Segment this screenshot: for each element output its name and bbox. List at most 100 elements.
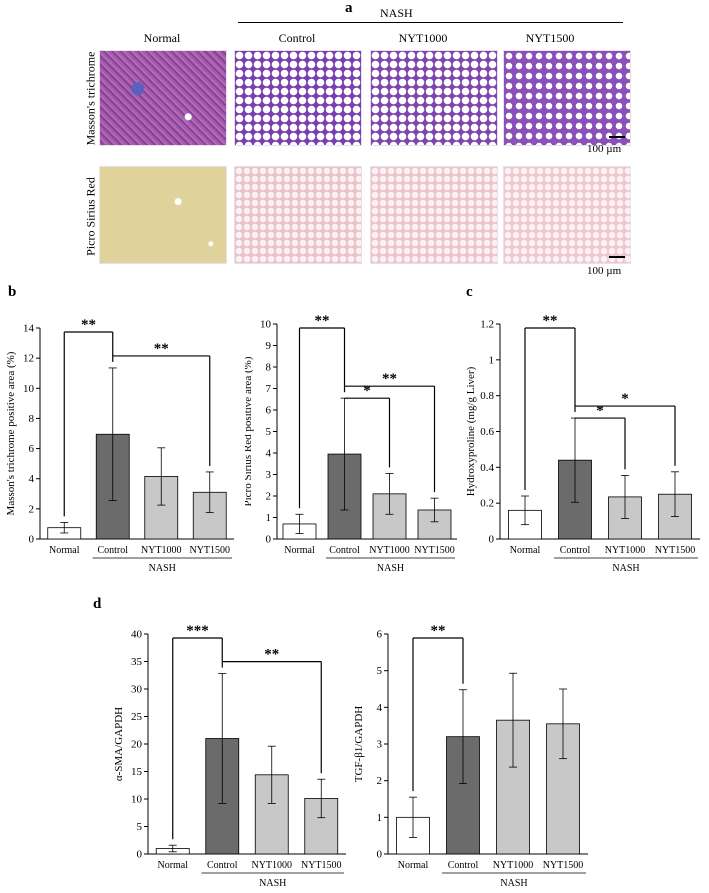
masson-category-label-3: NYT1500: [189, 545, 230, 556]
hydroxyproline-category-label-0: Normal: [510, 545, 541, 556]
asma-ytick-label-3: 15: [131, 766, 143, 778]
sirius-ytick-label-7: 7: [266, 383, 272, 395]
nash-group-header: NASH: [380, 6, 413, 20]
hydroxyproline-ytick-label-2: 0.4: [480, 462, 494, 474]
masson-normal-image: [99, 50, 227, 146]
sirius-sig-label-0: **: [315, 313, 330, 329]
masson-scale-label: 100 µm: [587, 143, 622, 155]
sirius-ytick-label-0: 0: [266, 534, 272, 546]
asma-category-label-3: NYT1500: [301, 860, 342, 871]
sirius-scale-label: 100 µm: [587, 265, 622, 277]
masson-control-image: [234, 50, 362, 146]
asma-ylabel: α-SMA/GAPDH: [113, 707, 125, 781]
histology-panel: NASH Normal Control NYT1000 NYT1500 Mass…: [0, 0, 709, 282]
masson-ytick-label-2: 4: [29, 473, 35, 485]
asma-ytick-label-5: 25: [131, 711, 143, 723]
sirius-ytick-label-8: 8: [266, 362, 272, 374]
hydroxyproline-sig-label-1: *: [596, 403, 604, 419]
tgfb1-ytick-label-3: 3: [377, 739, 383, 751]
asma-category-label-2: NYT1000: [251, 860, 292, 871]
sirius-ytick-label-9: 9: [266, 340, 272, 352]
asma-ytick-label-0: 0: [137, 849, 143, 861]
asma-ytick-label-8: 40: [131, 629, 143, 641]
asma-category-label-0: Normal: [157, 860, 188, 871]
nash-header-line: [238, 22, 623, 23]
sirius-ytick-label-3: 3: [266, 469, 272, 481]
sirius-sig-label-1: *: [363, 383, 371, 399]
asma-ytick-label-1: 5: [137, 821, 143, 833]
asma-category-label-1: Control: [207, 860, 238, 871]
sirius-nyt1500-image: [503, 166, 631, 264]
hydroxyproline-category-label-2: NYT1000: [605, 545, 646, 556]
tgfb1-ytick-label-0: 0: [377, 849, 383, 861]
masson-ytick-label-1: 2: [29, 503, 35, 515]
panel-letter-b: b: [8, 284, 17, 300]
masson-ylabel: Masson's trichrome positive area (%): [5, 351, 17, 515]
sirius-ylabel: Picro Sirius Red positive area (%): [245, 356, 254, 506]
hydroxyproline-category-label-3: NYT1500: [655, 545, 696, 556]
sirius-category-label-3: NYT1500: [414, 545, 455, 556]
masson-ytick-label-4: 8: [29, 413, 35, 425]
tgfb1-category-label-3: NYT1500: [543, 860, 584, 871]
sirius-nyt1000-image: [370, 166, 498, 264]
hydroxyproline-chart: 0 0.2 0.4 0.6 0.8 1 1.2 Hydroxyproline (mg/g Li…: [466, 313, 700, 574]
tgfb1-ytick-label-2: 2: [377, 775, 383, 787]
sirius-ytick-label-5: 5: [266, 426, 272, 438]
column-label-nyt1000: NYT1000: [398, 31, 448, 45]
tgfb1-ytick-label-1: 1: [377, 812, 383, 824]
hydroxyproline-ytick-label-6: 1.2: [480, 319, 494, 331]
hydroxyproline-ytick-label-3: 0.6: [480, 426, 494, 438]
row-label-sirius: Picro Sirius Red: [83, 177, 98, 256]
masson-scale-bar: [609, 136, 625, 138]
masson-category-label-0: Normal: [49, 545, 80, 556]
tgfb1-group-label: NASH: [500, 878, 527, 889]
hydroxyproline-category-label-1: Control: [560, 545, 591, 556]
row-label-masson: Masson's trichrome: [83, 51, 98, 146]
masson-ytick-label-6: 12: [23, 353, 34, 365]
masson-ytick-label-5: 10: [23, 383, 35, 395]
sirius-scale-bar: [609, 256, 625, 258]
sirius-chart: 0 1 2 3 4 5 6 7 8 9 10 Picro Sirius Red positive ar…: [245, 313, 457, 574]
masson-ytick-label-7: 14: [23, 323, 35, 335]
tgfb1-category-label-1: Control: [448, 860, 479, 871]
sirius-ytick-label-10: 10: [260, 319, 272, 331]
panel-letter-d: d: [93, 596, 102, 612]
panel-letter-c: c: [466, 284, 473, 300]
hydroxyproline-group-label: NASH: [612, 563, 639, 574]
asma-group-label: NASH: [259, 878, 286, 889]
tgfb1-category-label-2: NYT1000: [493, 860, 534, 871]
hydroxyproline-sig-label-2: *: [621, 391, 629, 407]
sirius-category-label-2: NYT1000: [369, 545, 410, 556]
sirius-ytick-label-6: 6: [266, 405, 272, 417]
tgfb1-chart: 0 1 2 3 4 5 6 TGF-β1/GAPDH Normal Control NYT1000 N…: [353, 623, 588, 889]
tgfb1-ytick-label-4: 4: [377, 702, 383, 714]
asma-ytick-label-4: 20: [131, 739, 143, 751]
hydroxyproline-ylabel: Hydroxyproline (mg/g Liver): [466, 366, 477, 496]
tgfb1-sig-label-0: **: [431, 623, 446, 639]
masson-sig-label-1: **: [154, 341, 169, 357]
masson-ytick-label-0: 0: [29, 534, 35, 546]
column-label-nyt1500: NYT1500: [525, 31, 575, 45]
masson-sig-label-0: **: [81, 317, 96, 333]
sirius-group-label: NASH: [377, 563, 404, 574]
masson-chart: 0 2 4 6 8 10 12 14 Masson's trichrome positive a…: [5, 317, 234, 574]
sirius-category-label-0: Normal: [284, 545, 315, 556]
hydroxyproline-ytick-label-4: 0.8: [480, 390, 494, 402]
masson-nyt1500-image: [503, 50, 631, 146]
asma-ytick-label-6: 30: [131, 684, 143, 696]
asma-chart: 0 5 10 15 20 25 30 35 40 α-SMA/GAPDH Normal Control…: [113, 623, 346, 889]
masson-nyt1000-image: [370, 50, 498, 146]
hydroxyproline-ytick-label-1: 0.2: [480, 498, 494, 510]
sirius-ytick-label-2: 2: [266, 491, 272, 503]
sirius-sig-label-2: **: [382, 371, 397, 387]
tgfb1-ytick-label-6: 6: [377, 629, 383, 641]
masson-ytick-label-3: 6: [29, 443, 35, 455]
sirius-normal-image: [99, 166, 227, 264]
column-label-normal: Normal: [143, 31, 181, 45]
tgfb1-ytick-label-5: 5: [377, 665, 383, 677]
tgfb1-category-label-0: Normal: [398, 860, 429, 871]
column-label-control: Control: [278, 31, 316, 45]
hydroxyproline-ytick-label-5: 1: [489, 354, 495, 366]
asma-sig-label-0: ***: [186, 623, 209, 639]
asma-sig-label-1: **: [264, 647, 279, 663]
